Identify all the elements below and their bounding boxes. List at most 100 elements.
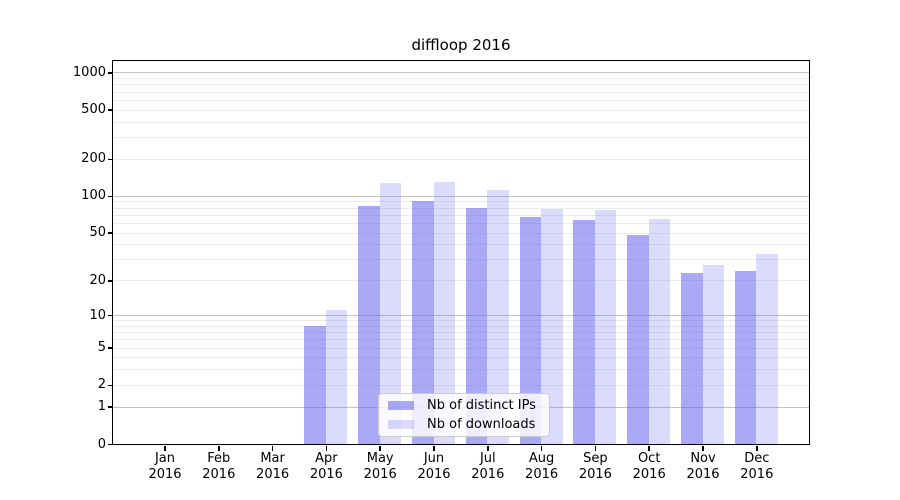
bar-downloads: [594, 210, 617, 444]
minor-gridline: [113, 214, 809, 216]
minor-gridline: [113, 259, 809, 261]
y-tick-mark: [107, 384, 112, 387]
minor-gridline: [113, 357, 809, 359]
x-tick-mark: [433, 446, 435, 451]
minor-gridline: [113, 339, 809, 341]
bar-downloads: [487, 189, 509, 444]
plot-content: [113, 61, 809, 445]
x-tick-mark: [487, 446, 489, 451]
minor-gridline: [113, 232, 809, 234]
minor-gridline: [113, 332, 809, 334]
bar-distinct-ips: [304, 325, 326, 444]
major-gridline: [113, 315, 809, 317]
minor-gridline: [113, 91, 809, 93]
bar-downloads: [325, 310, 348, 444]
x-tick-label: Mar 2016: [256, 451, 290, 482]
x-tick-mark: [271, 446, 274, 451]
chart-title: diffloop 2016: [411, 36, 511, 54]
bar-downloads: [702, 264, 724, 444]
bar-distinct-ips: [412, 200, 434, 444]
x-tick-label: Jun 2016: [417, 451, 451, 482]
y-tick-label: 2: [97, 377, 106, 393]
x-tick-label: May 2016: [363, 451, 397, 482]
y-tick-label: 200: [81, 151, 106, 167]
x-tick-label: Aug 2016: [525, 451, 559, 482]
x-tick-label: Apr 2016: [309, 451, 343, 482]
minor-gridline: [113, 137, 809, 139]
bar-distinct-ips: [573, 220, 595, 444]
x-tick-label: Jan 2016: [148, 451, 182, 482]
x-tick-label: Jul 2016: [471, 451, 505, 482]
y-tick-label: 500: [81, 102, 106, 118]
y-tick-label: 1: [97, 399, 106, 415]
minor-gridline: [113, 109, 809, 111]
y-tick-mark: [107, 158, 112, 161]
y-tick-label: 100: [81, 188, 106, 204]
y-tick-mark: [107, 280, 112, 282]
legend-item-distinct-ips: Nb of distinct IPs: [379, 398, 549, 413]
x-tick-mark: [164, 446, 166, 451]
y-tick-label: 1000: [72, 64, 106, 80]
minor-gridline: [113, 384, 809, 386]
minor-gridline: [113, 78, 809, 80]
y-tick-mark: [107, 232, 112, 234]
major-gridline: [113, 195, 809, 197]
legend: Nb of distinct IPs Nb of downloads: [378, 393, 550, 437]
minor-gridline: [113, 369, 809, 371]
bar-distinct-ips: [465, 207, 488, 444]
bar-downloads: [433, 181, 455, 444]
minor-gridline: [113, 347, 809, 349]
minor-gridline: [113, 244, 809, 246]
x-tick-mark: [702, 446, 704, 451]
legend-label-distinct-ips: Nb of distinct IPs: [427, 398, 536, 413]
minor-gridline: [113, 280, 809, 282]
minor-gridline: [113, 84, 809, 86]
x-tick-mark: [756, 446, 758, 451]
y-tick-label: 50: [89, 225, 106, 241]
y-tick-mark: [107, 443, 112, 446]
y-tick-label: 0: [97, 436, 106, 452]
x-tick-mark: [218, 446, 220, 451]
y-tick-mark: [107, 109, 112, 111]
x-tick-mark: [594, 446, 597, 451]
minor-gridline: [113, 320, 809, 322]
minor-gridline: [113, 207, 809, 209]
y-tick-mark: [107, 195, 112, 198]
x-tick-label: Dec 2016: [740, 451, 774, 482]
minor-gridline: [113, 222, 809, 224]
x-tick-label: Sep 2016: [578, 451, 612, 482]
x-tick-mark: [325, 446, 328, 451]
plot-area: [112, 59, 810, 445]
legend-swatch-downloads: [388, 419, 414, 430]
y-tick-label: 10: [89, 307, 106, 323]
minor-gridline: [113, 201, 809, 203]
y-tick-mark: [107, 406, 112, 408]
y-tick-mark: [107, 72, 112, 74]
major-gridline: [113, 72, 809, 74]
y-tick-label: 20: [89, 272, 106, 288]
legend-label-downloads: Nb of downloads: [427, 417, 536, 432]
bar-downloads: [756, 254, 778, 444]
x-tick-label: Oct 2016: [632, 451, 666, 482]
x-tick-mark: [540, 446, 543, 451]
bar-distinct-ips: [734, 270, 757, 444]
y-tick-mark: [107, 347, 112, 349]
x-tick-label: Feb 2016: [202, 451, 236, 482]
minor-gridline: [113, 121, 809, 123]
bar-downloads: [379, 183, 402, 444]
x-tick-mark: [648, 446, 650, 451]
x-tick-mark: [379, 446, 381, 451]
bar-distinct-ips: [681, 273, 703, 444]
y-tick-mark: [107, 314, 112, 317]
minor-gridline: [113, 158, 809, 160]
legend-item-downloads: Nb of downloads: [379, 417, 549, 432]
bar-downloads: [648, 218, 671, 444]
y-tick-label: 5: [97, 340, 106, 356]
minor-gridline: [113, 99, 809, 101]
bar-distinct-ips: [627, 234, 649, 444]
bar-downloads: [541, 209, 563, 444]
x-tick-label: Nov 2016: [686, 451, 720, 482]
legend-swatch-distinct-ips: [388, 400, 414, 411]
bar-distinct-ips: [358, 205, 380, 444]
